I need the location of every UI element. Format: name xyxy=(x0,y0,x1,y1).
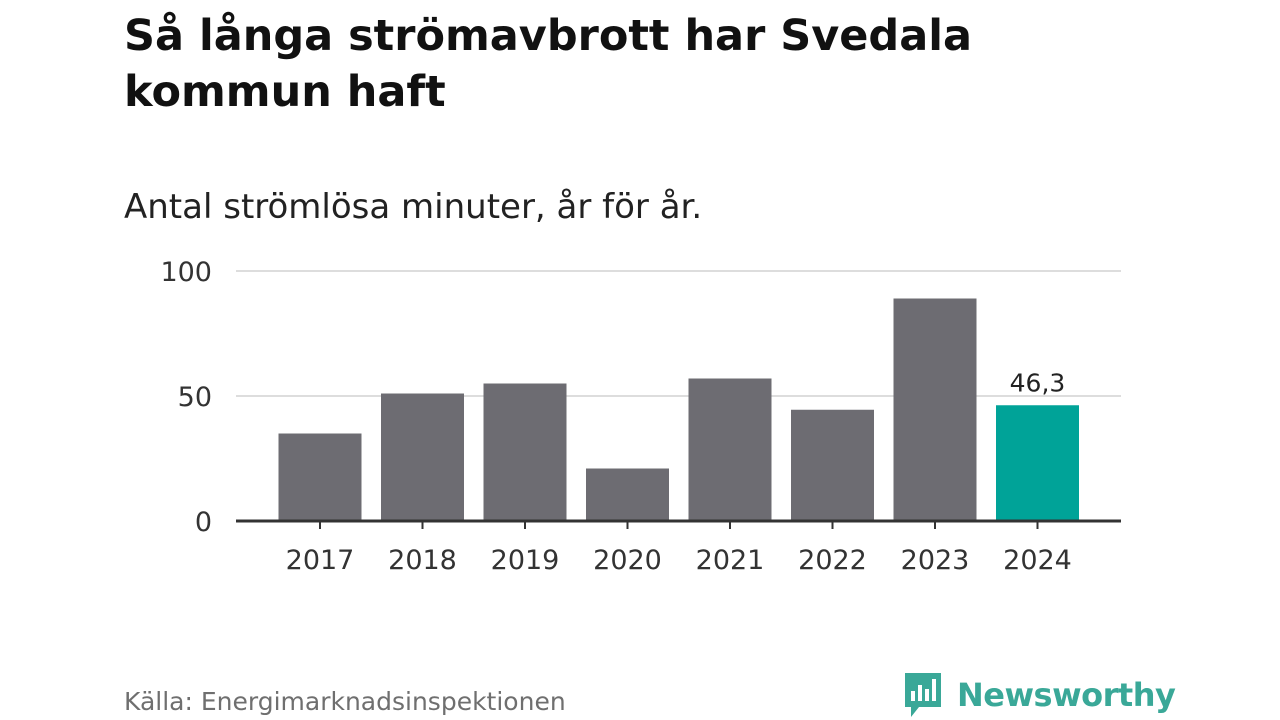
bar-2018 xyxy=(381,393,464,521)
x-tick-label-2019: 2019 xyxy=(491,545,560,576)
brand-logo[interactable]: Newsworthy xyxy=(903,671,1176,719)
x-tick-label-2017: 2017 xyxy=(286,545,355,576)
x-tick-label-2024: 2024 xyxy=(1003,545,1072,576)
y-tick-label-0: 0 xyxy=(195,507,212,538)
y-tick-label-100: 100 xyxy=(160,257,212,288)
x-tick-label-2022: 2022 xyxy=(798,545,867,576)
x-tick-label-2023: 2023 xyxy=(901,545,970,576)
x-tick-label-2018: 2018 xyxy=(388,545,457,576)
chart-title: Så långa strömavbrott har Svedala kommun… xyxy=(124,11,972,117)
bar-2021 xyxy=(688,378,772,521)
data-label-2024: 46,3 xyxy=(1010,368,1066,397)
bar-2017 xyxy=(278,433,362,521)
brand-name: Newsworthy xyxy=(957,676,1176,714)
x-tick-label-2021: 2021 xyxy=(696,545,765,576)
bar-2022 xyxy=(791,409,874,521)
bar-2019 xyxy=(483,383,567,521)
bar-2020 xyxy=(586,468,669,521)
bar-2024 xyxy=(996,405,1079,521)
chart-subtitle: Antal strömlösa minuter, år för år. xyxy=(124,187,703,227)
bar-2023 xyxy=(893,298,977,521)
bar-chart-speech-bubble-icon xyxy=(905,673,941,717)
source-note: Källa: Energimarknadsinspektionen xyxy=(124,687,566,716)
y-tick-label-50: 50 xyxy=(178,382,212,413)
x-tick-label-2020: 2020 xyxy=(593,545,662,576)
